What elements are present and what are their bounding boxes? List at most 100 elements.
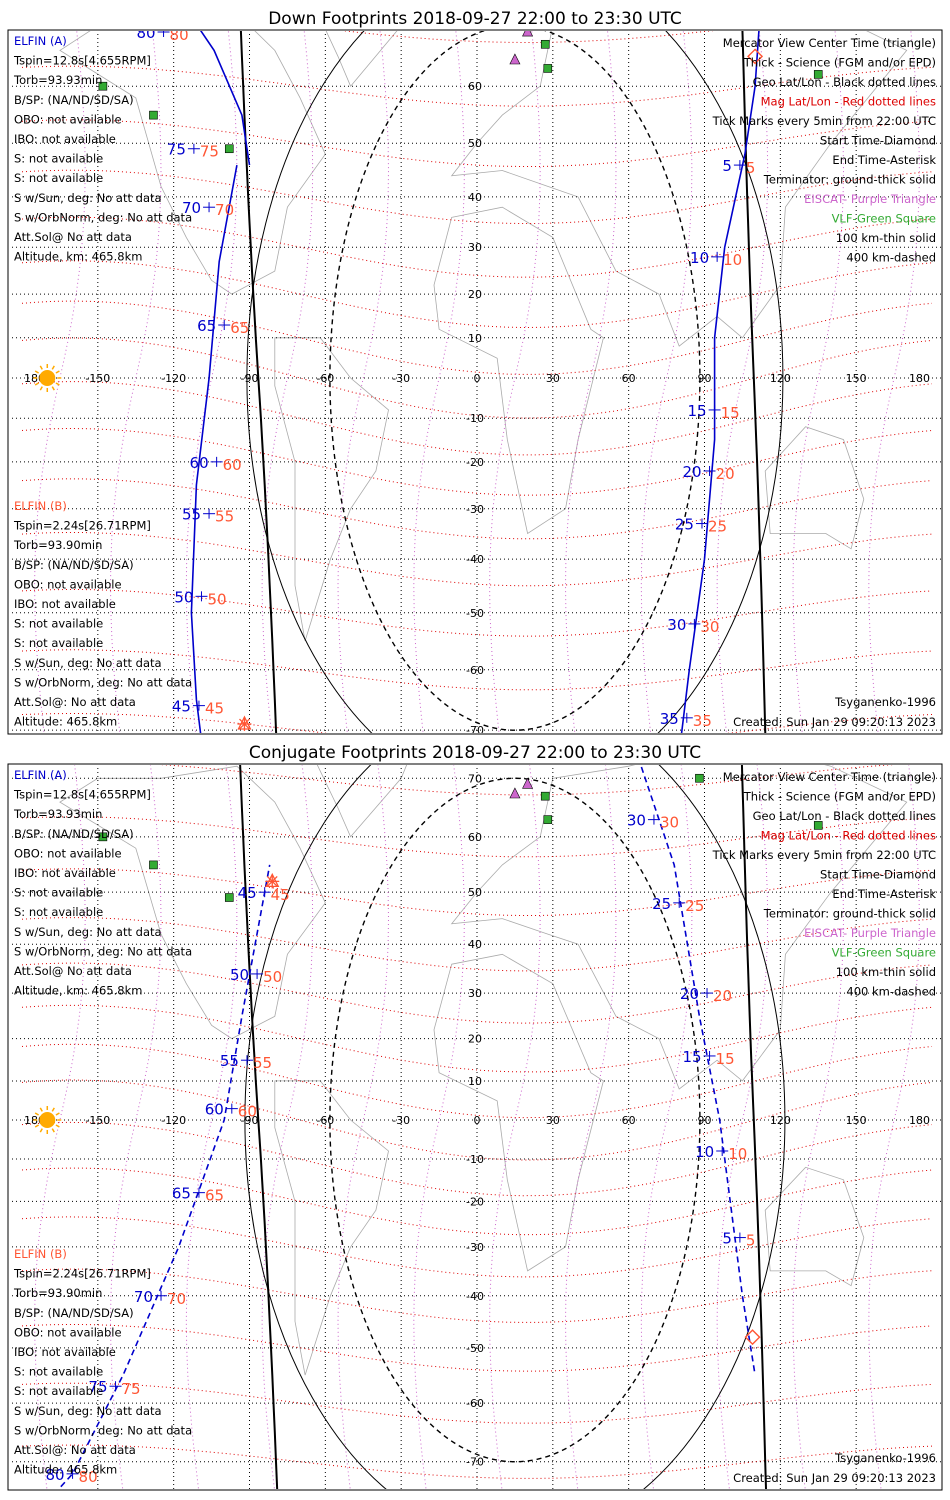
- lat-label: -40: [466, 1290, 484, 1303]
- tick-label-a: 25: [675, 516, 694, 534]
- lat-label: 20: [468, 288, 482, 301]
- lon-label: 150: [846, 372, 867, 385]
- tick-label-b: 65: [205, 1187, 224, 1205]
- mag-parallel: [21, 532, 933, 587]
- panel-frame: [7, 763, 943, 1491]
- elfin-b-info: Altitude: 465.8km: [14, 1463, 117, 1477]
- legend-item: Geo Lat/Lon - Black dotted lines: [753, 75, 936, 89]
- mag-parallel: [341, 31, 715, 43]
- model-label: Tsyganenko-1996: [834, 695, 936, 709]
- orbit-track: [680, 31, 760, 733]
- panel-title: Conjugate Footprints 2018-09-27 22:00 to…: [249, 743, 701, 763]
- lon-label: 90: [698, 1114, 712, 1127]
- tick-label-b: 20: [713, 987, 732, 1005]
- elfin-b-info: Att.Sol@: No att data: [14, 695, 136, 709]
- tick-label-b: 80: [79, 1468, 98, 1486]
- mag-meridian: [792, 765, 845, 1489]
- elfin-b-info: OBO: not available: [14, 577, 122, 591]
- mag-parallel: [21, 260, 933, 329]
- elfin-b-info: S w/OrbNorm, deg: No att data: [14, 1423, 192, 1437]
- orbit-track: [639, 765, 756, 1376]
- vlf-square: [543, 815, 553, 824]
- lon-label: 0: [474, 1114, 481, 1127]
- sun-icon: [39, 1112, 56, 1128]
- vlf-square: [224, 144, 234, 154]
- elfin-a-info: OBO: not available: [14, 112, 122, 126]
- tick-label-a: 75: [88, 1378, 107, 1396]
- lat-label: -20: [466, 1195, 484, 1208]
- mag-meridian: [109, 31, 162, 733]
- elfin-b-info: S: not available: [14, 636, 103, 650]
- tick-label-b: 30: [660, 814, 679, 832]
- legend-item: Geo Lat/Lon - Black dotted lines: [753, 809, 936, 823]
- tick-label-a: 5: [722, 1230, 732, 1248]
- vlf-square: [98, 832, 108, 842]
- terminator-ground: [741, 31, 767, 733]
- tick-label-b: 5: [746, 159, 756, 177]
- tick-label-a: 45: [238, 884, 257, 902]
- vlf-square: [695, 773, 704, 783]
- lon-label: -150: [85, 372, 110, 385]
- elfin-b-info: Torb=93.90min: [13, 538, 102, 552]
- lon-label: -60: [316, 1114, 334, 1127]
- elfin-a-info: B/SP: (NA/ND/SD/SA): [14, 93, 134, 107]
- lon-label: -30: [392, 1114, 410, 1127]
- elfin-a-info: B/SP: (NA/ND/SD/SA): [14, 827, 134, 841]
- mag-meridian: [716, 31, 769, 733]
- elfin-a-info: S w/Sun, deg: No att data: [14, 191, 162, 205]
- legend-item: Mercator View Center Time (triangle): [723, 770, 936, 784]
- mag-meridian: [261, 765, 314, 1489]
- vlf-square: [98, 81, 108, 91]
- tick-label-a: 55: [182, 506, 201, 524]
- vlf-square: [149, 110, 158, 120]
- lat-label: -70: [466, 1456, 484, 1469]
- elfin-b-info: Tspin=2.24s[26.71RPM]: [13, 1267, 151, 1281]
- vlf-square: [540, 39, 550, 49]
- elfin-a-info: OBO: not available: [14, 846, 122, 860]
- lat-label: -50: [466, 607, 484, 620]
- mag-parallel: [159, 765, 896, 796]
- mag-parallel: [21, 478, 933, 540]
- coastline: [59, 31, 326, 295]
- elfin-b-info: S w/Sun, deg: No att data: [14, 1404, 162, 1418]
- mag-parallel: [21, 300, 933, 375]
- lat-label: -40: [466, 553, 484, 566]
- lon-label: 60: [622, 1114, 636, 1127]
- elfin-b-info: OBO: not available: [14, 1325, 122, 1339]
- tick-label-a: 20: [680, 985, 699, 1003]
- elfin-a-info: Att.Sol@ No att data: [14, 230, 132, 244]
- legend-item: Start Time-Diamond: [820, 134, 936, 148]
- tick-label-a: 65: [172, 1185, 191, 1203]
- legend-item: End Time-Asterisk: [832, 153, 936, 167]
- eiscat-triangle: [515, 723, 525, 733]
- tick-label-a: 50: [174, 588, 193, 606]
- lat-label: -50: [466, 1342, 484, 1355]
- elfin-a-info: S w/Sun, deg: No att data: [14, 925, 162, 939]
- legend-item: EISCAT- Purple Triangle: [804, 192, 936, 206]
- eiscat-triangle: [522, 31, 534, 37]
- elfin-b-info: Att.Sol@: No att data: [14, 1443, 136, 1457]
- tick-label-a: 15: [682, 1048, 701, 1066]
- model-label: Tsyganenko-1996: [834, 1451, 936, 1465]
- lon-label: -30: [392, 372, 410, 385]
- orbit-track: [200, 31, 251, 166]
- tick-label-a: 5: [722, 157, 732, 175]
- legend-item: 400 km-dashed: [846, 251, 936, 265]
- tick-label-a: 55: [220, 1052, 239, 1070]
- terminator-100km: [244, 765, 786, 1489]
- legend-item: Tick Marks every 5min from 22:00 UTC: [712, 848, 936, 862]
- elfin-a-info: Altitude, km: 465.8km: [14, 250, 142, 264]
- mag-meridian: [337, 765, 390, 1489]
- mag-parallel: [21, 169, 933, 224]
- elfin-b-info: S: not available: [14, 1384, 103, 1398]
- tick-label-a: 70: [182, 199, 201, 217]
- lat-label: 50: [468, 137, 482, 150]
- view-center-triangle: [509, 53, 521, 65]
- elfin-b-info: ELFIN (B): [14, 499, 67, 513]
- lat-label: 10: [468, 332, 482, 345]
- legend-item: Tick Marks every 5min from 22:00 UTC: [712, 114, 936, 128]
- lat-label: 30: [468, 241, 482, 254]
- lat-label: -20: [466, 456, 484, 469]
- tick-label-a: 60: [205, 1101, 224, 1119]
- tick-label-b: 55: [253, 1054, 272, 1072]
